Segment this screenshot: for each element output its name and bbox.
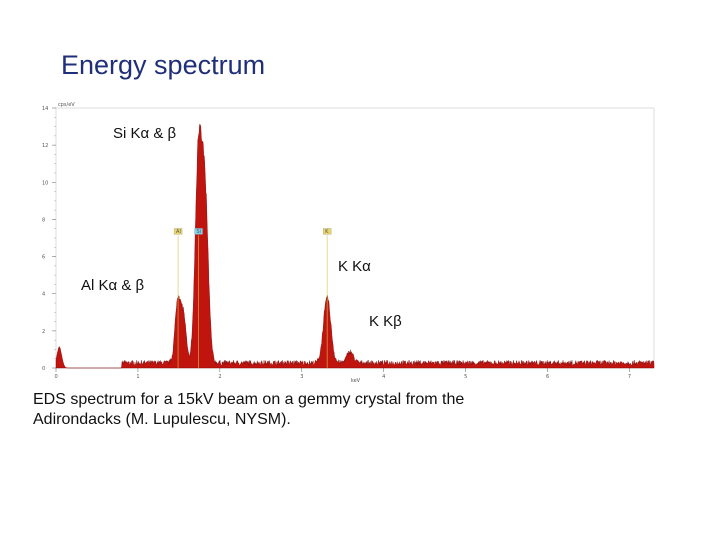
y-tick-label: 12 (42, 143, 48, 149)
figure-caption: EDS spectrum for a 15kV beam on a gemmy … (33, 391, 465, 428)
si-peak-label: Si Kα & β (106, 123, 184, 144)
y-tick-label: 4 (42, 292, 45, 298)
x-tick-label: 5 (464, 374, 467, 380)
y-tick-label: 0 (42, 366, 45, 372)
spectrum-area (55, 123, 655, 369)
element-marker-label: K (325, 229, 329, 235)
k-beta-peak-label: K Kβ (362, 311, 409, 332)
element-marker-label: Al (176, 229, 181, 235)
x-tick-label: 7 (628, 374, 631, 380)
element-marker-box (173, 228, 183, 235)
element-marker-label: Si (197, 229, 202, 235)
x-axis-label: keV (351, 378, 361, 384)
x-tick-label: 4 (382, 374, 385, 380)
y-tick-label: 6 (42, 255, 45, 261)
spectrum-chart: 0 2 4 6 8 10 12 14 0 1 2 3 4 5 6 7 cps/eV keV Al Si K (30, 98, 660, 388)
y-tick-label: 8 (42, 217, 45, 223)
element-marker-box (322, 228, 332, 235)
y-tick-label: 10 (42, 180, 48, 186)
x-tick-label: 2 (218, 374, 221, 380)
plot-area (55, 107, 655, 369)
al-peak-label: Al Kα & β (74, 275, 152, 296)
element-marker-box (194, 228, 203, 235)
x-tick-label: 3 (300, 374, 303, 380)
y-axis-label: cps/eV (58, 102, 75, 108)
x-tick-label: 6 (546, 374, 549, 380)
y-tick-label: 14 (42, 106, 48, 112)
k-alpha-peak-label: K Kα (331, 256, 378, 277)
y-tick-label: 2 (42, 329, 45, 335)
x-tick-label: 1 (136, 374, 139, 380)
x-tick-label: 0 (55, 374, 58, 380)
slide-title: Energy spectrum (61, 50, 266, 80)
